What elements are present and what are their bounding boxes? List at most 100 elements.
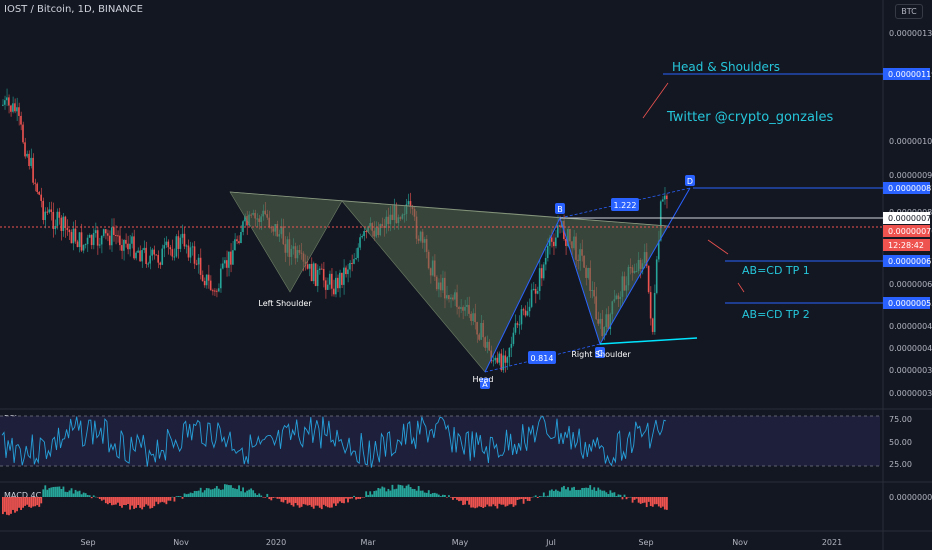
macd-histogram-bar	[300, 497, 303, 507]
macd-histogram-bar	[40, 497, 43, 504]
macd-histogram-bar	[643, 497, 646, 503]
macd-histogram-bar	[117, 497, 119, 503]
macd-histogram-bar	[32, 497, 35, 507]
macd-histogram-bar	[115, 497, 117, 505]
candle-body	[74, 228, 77, 242]
macd-histogram-bar	[460, 497, 462, 501]
macd-histogram-bar	[603, 490, 606, 497]
candle-body	[68, 230, 71, 233]
macd-histogram-bar	[575, 490, 577, 497]
macd-histogram-bar	[546, 495, 549, 497]
macd-histogram-bar	[14, 497, 16, 513]
candle-body	[8, 97, 10, 106]
candle-body	[151, 249, 153, 256]
candle-body	[48, 209, 51, 213]
candle-body	[36, 183, 38, 192]
macd-histogram-bar	[665, 497, 668, 510]
macd-histogram-bar	[96, 497, 99, 498]
candle-body	[526, 311, 529, 316]
macd-histogram-bar	[375, 490, 378, 497]
macd-histogram-bar	[203, 490, 206, 497]
candle-body	[175, 236, 178, 257]
candle-body	[359, 237, 361, 248]
macd-histogram-bar	[16, 497, 18, 512]
macd-histogram-bar	[524, 497, 527, 500]
currency-badge[interactable]: BTC	[895, 4, 923, 19]
pattern-title: Head & Shoulders	[672, 60, 780, 74]
macd-histogram-bar	[258, 493, 261, 497]
macd-histogram-bar	[583, 487, 586, 497]
neckline	[229, 191, 669, 227]
x-tick-label: Sep	[638, 538, 653, 547]
macd-histogram-bar	[607, 494, 610, 497]
macd-histogram-bar	[448, 495, 450, 497]
macd-histogram-bar	[579, 489, 582, 497]
candle-body	[183, 233, 186, 247]
macd-histogram-bar	[538, 496, 541, 497]
candle-body	[22, 124, 24, 143]
candle-body	[157, 254, 160, 263]
candle-body	[165, 241, 168, 246]
macd-histogram-bar	[2, 497, 4, 515]
abcd-pattern	[484, 187, 691, 373]
candle-body	[343, 267, 345, 285]
macd-histogram-bar	[90, 497, 93, 499]
ratio-box	[611, 198, 639, 211]
candle-body	[38, 191, 40, 195]
candle-body	[129, 243, 131, 250]
candle-body	[159, 262, 162, 265]
candle-body	[518, 324, 521, 326]
candle-body	[554, 237, 557, 247]
macd-histogram-bar	[437, 494, 440, 497]
macd-histogram-bar	[272, 497, 275, 498]
support-trendline	[599, 337, 698, 345]
macd-histogram-bar	[56, 486, 59, 497]
macd-histogram-bar	[661, 497, 664, 507]
macd-histogram-bar	[559, 491, 561, 497]
macd-histogram-bar	[256, 494, 259, 497]
macd-histogram-bar	[211, 489, 214, 497]
candle-body	[536, 291, 539, 294]
macd-histogram-bar	[326, 497, 329, 508]
x-tick-label: Mar	[360, 538, 376, 547]
macd-histogram-bar	[167, 497, 170, 501]
candle-body	[219, 268, 222, 289]
macd-histogram-bar	[330, 497, 333, 508]
macd-histogram-bar	[248, 489, 251, 497]
macd-histogram-bar	[490, 497, 493, 507]
candle-body	[30, 157, 32, 167]
candle-body	[234, 239, 236, 251]
candle-body	[123, 239, 125, 251]
macd-histogram-bar	[605, 492, 608, 497]
macd-histogram-bar	[228, 485, 230, 497]
candle-body	[226, 260, 228, 268]
macd-histogram-bar	[266, 493, 269, 497]
candle-body	[96, 230, 99, 246]
candle-body	[508, 347, 511, 358]
macd-histogram-bar	[100, 497, 103, 501]
price-axis-label-bg	[883, 255, 930, 267]
candle-body	[40, 194, 42, 201]
candle-body	[347, 269, 349, 275]
twitter-annotation: Twitter @crypto_gonzales	[666, 110, 834, 125]
candle-body	[24, 142, 26, 157]
macd-histogram-bar	[84, 493, 87, 497]
macd-histogram-bar	[425, 492, 428, 497]
macd-histogram-bar	[119, 497, 121, 506]
macd-histogram-bar	[341, 497, 343, 503]
macd-histogram-bar	[393, 489, 396, 497]
price-axis-label: 0.00000119	[888, 70, 932, 79]
x-tick-label: 2020	[266, 538, 286, 547]
candle-body	[106, 233, 109, 236]
candle-body	[240, 231, 242, 244]
macd-histogram-bar	[409, 487, 412, 497]
macd-histogram-bar	[308, 497, 311, 506]
macd-histogram-bar	[363, 497, 366, 498]
pattern-point-label: A	[482, 380, 488, 389]
macd-histogram-bar	[530, 497, 533, 498]
price-axis-label: 0.00000078	[888, 214, 932, 223]
candle-body	[12, 103, 14, 112]
